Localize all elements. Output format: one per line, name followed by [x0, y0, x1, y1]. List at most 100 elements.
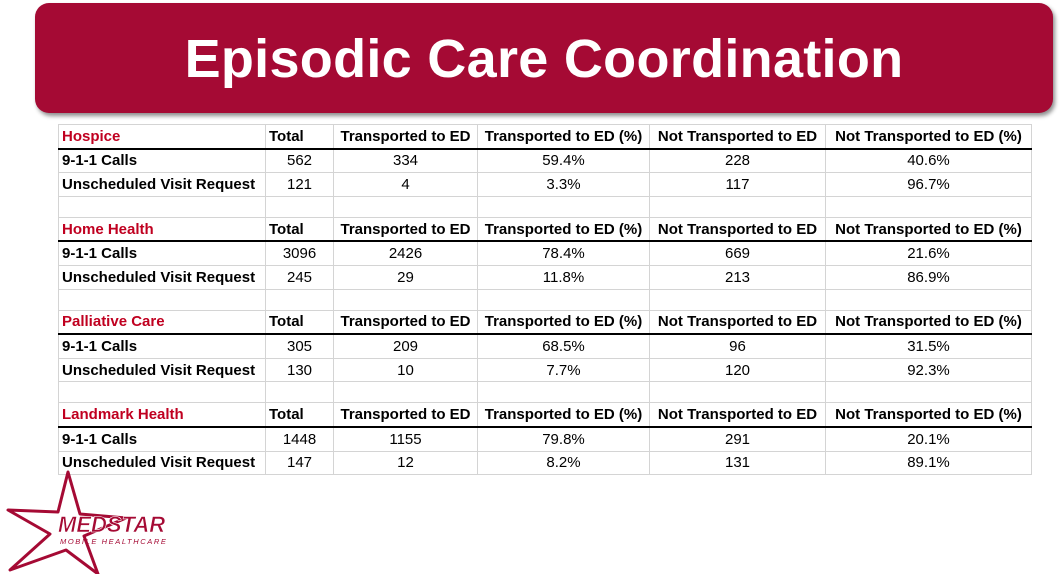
- cell-not-transported-pct: 86.9%: [825, 264, 1032, 290]
- cell-not-transported-pct: 20.1%: [825, 426, 1032, 452]
- column-header: Total: [265, 216, 334, 243]
- cell-transported-pct: 8.2%: [477, 450, 650, 476]
- section-header-row: Landmark Health Total Transported to ED Tra…: [58, 402, 1032, 428]
- cell-not-transported: 96: [649, 333, 826, 359]
- cell-transported: 29: [333, 264, 478, 290]
- section-name: Home Health: [58, 216, 266, 243]
- table-row: Unscheduled Visit Request 147 12 8.2% 131 89.…: [58, 450, 1032, 476]
- column-header: Transported to ED (%): [477, 216, 650, 243]
- cell-transported-pct: 79.8%: [477, 426, 650, 452]
- cell-transported-pct: 59.4%: [477, 148, 650, 174]
- column-header: Transported to ED (%): [477, 309, 650, 336]
- cell-transported: 2426: [333, 240, 478, 266]
- section-header-row: Home Health Total Transported to ED Transpo…: [58, 216, 1032, 243]
- cell-total: 245: [265, 264, 334, 290]
- column-header: Total: [265, 123, 334, 150]
- logo-tagline: MOBILE HEALTHCARE: [60, 537, 168, 546]
- table-row: 9-1-1 Calls 305 209 68.5% 96 31.5%: [58, 333, 1032, 359]
- cell-not-transported-pct: 96.7%: [825, 172, 1032, 197]
- star-icon: [6, 470, 128, 574]
- row-label: 9-1-1 Calls: [58, 426, 266, 452]
- table-row: 9-1-1 Calls 1448 1155 79.8% 291 20.1%: [58, 426, 1032, 452]
- empty-cell: [58, 195, 266, 218]
- column-header: Not Transported to ED: [649, 123, 826, 150]
- column-header: Not Transported to ED: [649, 402, 826, 428]
- title-banner: Episodic Care Coordination: [35, 3, 1053, 113]
- section-name: Hospice: [58, 123, 266, 150]
- cell-transported: 1155: [333, 426, 478, 452]
- column-header: Not Transported to ED (%): [825, 309, 1032, 336]
- table-row: 9-1-1 Calls 3096 2426 78.4% 669 21.6%: [58, 240, 1032, 266]
- table-body: Hospice Total Transported to ED Transported…: [58, 123, 1032, 476]
- cell-not-transported: 228: [649, 148, 826, 174]
- cell-transported: 12: [333, 450, 478, 476]
- cell-not-transported-pct: 40.6%: [825, 148, 1032, 174]
- empty-cell: [58, 288, 266, 311]
- cell-transported-pct: 3.3%: [477, 172, 650, 197]
- spacer-row: [58, 381, 1032, 404]
- column-header: Not Transported to ED: [649, 309, 826, 336]
- empty-cell: [649, 381, 826, 404]
- cell-total: 147: [265, 450, 334, 476]
- table-row: 9-1-1 Calls 562 334 59.4% 228 40.6%: [58, 148, 1032, 174]
- row-label: 9-1-1 Calls: [58, 333, 266, 359]
- cell-total: 130: [265, 357, 334, 383]
- cell-total: 562: [265, 148, 334, 174]
- logo-wordmark: MEDSTAR: [58, 512, 165, 537]
- cell-not-transported: 117: [649, 172, 826, 197]
- column-header: Not Transported to ED (%): [825, 216, 1032, 243]
- empty-cell: [265, 288, 334, 311]
- column-header: Transported to ED (%): [477, 402, 650, 428]
- cell-total: 3096: [265, 240, 334, 266]
- empty-cell: [333, 381, 478, 404]
- table-row: Unscheduled Visit Request 245 29 11.8% 213 86…: [58, 264, 1032, 290]
- section-name: Landmark Health: [58, 402, 266, 428]
- row-label: 9-1-1 Calls: [58, 240, 266, 266]
- column-header: Transported to ED: [333, 309, 478, 336]
- row-label: Unscheduled Visit Request: [58, 357, 266, 383]
- table-row: Unscheduled Visit Request 121 4 3.3% 117 96.7…: [58, 172, 1032, 197]
- page-title: Episodic Care Coordination: [184, 29, 904, 89]
- medstar-logo: MEDSTAR MOBILE HEALTHCARE: [6, 470, 168, 574]
- empty-cell: [265, 195, 334, 218]
- empty-cell: [649, 195, 826, 218]
- cell-total: 1448: [265, 426, 334, 452]
- cell-transported-pct: 7.7%: [477, 357, 650, 383]
- cell-not-transported: 120: [649, 357, 826, 383]
- empty-cell: [58, 381, 266, 404]
- cell-not-transported: 131: [649, 450, 826, 476]
- section-header-row: Hospice Total Transported to ED Transported…: [58, 123, 1032, 150]
- coordination-table: Hospice Total Transported to ED Transported…: [58, 123, 1032, 476]
- empty-cell: [477, 381, 650, 404]
- column-header: Transported to ED: [333, 123, 478, 150]
- empty-cell: [477, 288, 650, 311]
- empty-cell: [333, 195, 478, 218]
- cell-transported: 4: [333, 172, 478, 197]
- column-header: Total: [265, 309, 334, 336]
- cell-not-transported-pct: 89.1%: [825, 450, 1032, 476]
- empty-cell: [333, 288, 478, 311]
- cell-transported: 334: [333, 148, 478, 174]
- cell-transported-pct: 68.5%: [477, 333, 650, 359]
- empty-cell: [825, 381, 1032, 404]
- cell-not-transported: 669: [649, 240, 826, 266]
- spacer-row: [58, 288, 1032, 311]
- cell-not-transported-pct: 21.6%: [825, 240, 1032, 266]
- row-label: 9-1-1 Calls: [58, 148, 266, 174]
- cell-not-transported-pct: 31.5%: [825, 333, 1032, 359]
- column-header: Not Transported to ED (%): [825, 402, 1032, 428]
- empty-cell: [825, 195, 1032, 218]
- cell-transported-pct: 11.8%: [477, 264, 650, 290]
- cell-not-transported-pct: 92.3%: [825, 357, 1032, 383]
- column-header: Total: [265, 402, 334, 428]
- spacer-row: [58, 195, 1032, 218]
- table-row: Unscheduled Visit Request 130 10 7.7% 120 92.…: [58, 357, 1032, 383]
- section-header-row: Palliative Care Total Transported to ED Tra…: [58, 309, 1032, 336]
- column-header: Transported to ED (%): [477, 123, 650, 150]
- section-name: Palliative Care: [58, 309, 266, 336]
- row-label: Unscheduled Visit Request: [58, 450, 266, 476]
- cell-total: 121: [265, 172, 334, 197]
- column-header: Not Transported to ED: [649, 216, 826, 243]
- cell-transported-pct: 78.4%: [477, 240, 650, 266]
- empty-cell: [265, 381, 334, 404]
